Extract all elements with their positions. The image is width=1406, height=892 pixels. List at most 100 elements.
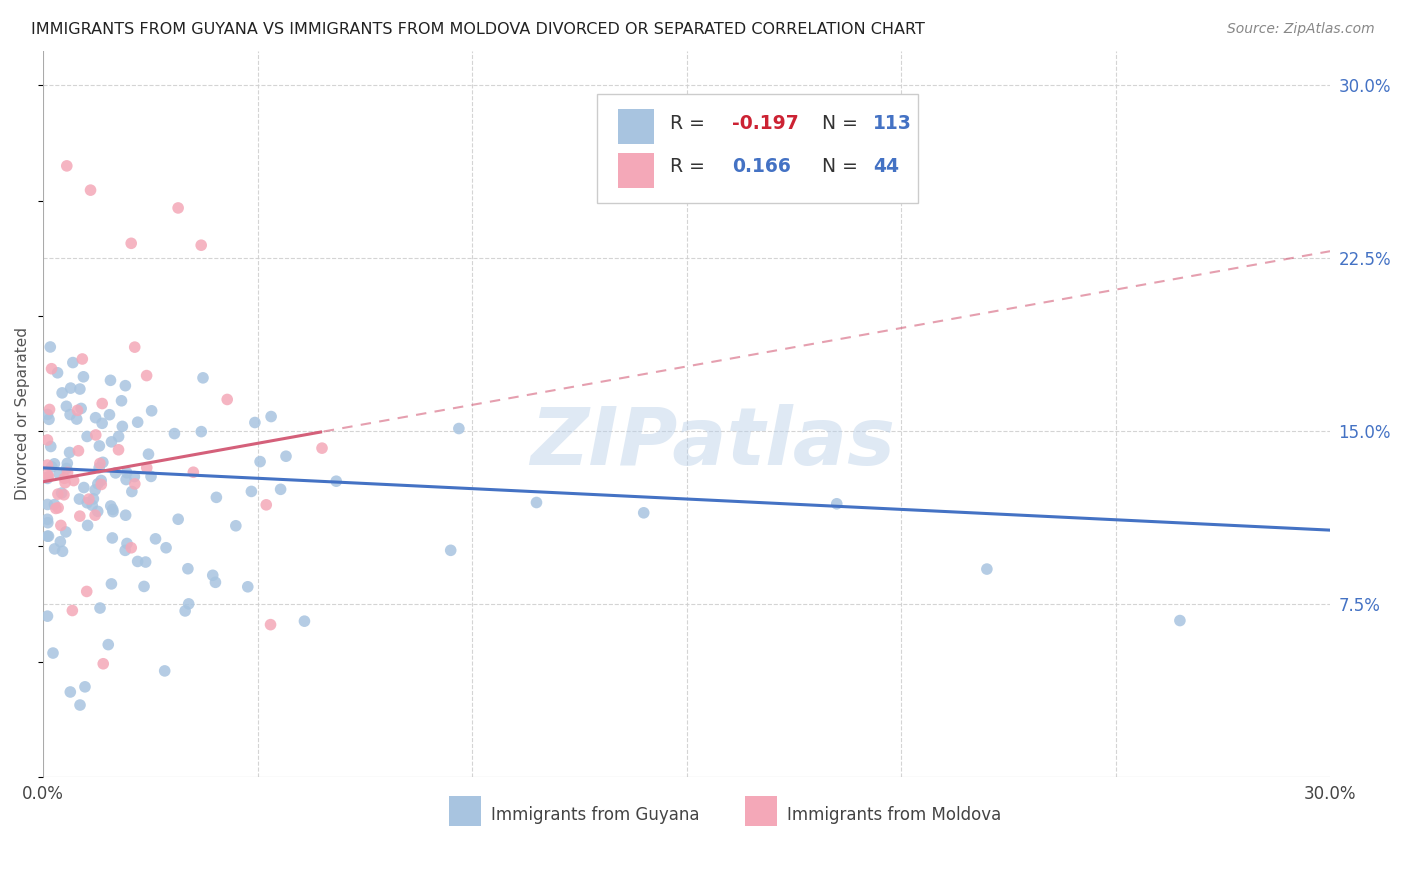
Point <box>45 501 67 516</box>
Point <box>46 366 69 380</box>
Point <box>86 504 108 518</box>
Point <box>127 554 149 568</box>
Point <box>100 373 122 387</box>
Point <box>76 429 98 443</box>
Point <box>204 575 226 590</box>
Point <box>72 369 94 384</box>
Point <box>82 491 104 506</box>
Point <box>114 508 136 523</box>
Point <box>201 568 224 582</box>
Point <box>46 500 69 515</box>
Point <box>110 393 132 408</box>
Point <box>138 447 160 461</box>
Text: Source: ZipAtlas.com: Source: ZipAtlas.com <box>1227 22 1375 37</box>
Point <box>183 465 205 479</box>
Point <box>38 412 60 426</box>
Point <box>294 614 316 628</box>
Point <box>51 544 73 558</box>
Point <box>76 584 98 599</box>
Point <box>66 403 89 417</box>
Point <box>73 481 96 495</box>
Point <box>37 408 59 422</box>
Point <box>44 457 66 471</box>
Point <box>53 471 76 485</box>
Point <box>44 498 66 512</box>
Point <box>59 408 82 422</box>
Point <box>325 474 347 488</box>
Point <box>48 467 70 481</box>
Point <box>100 577 122 591</box>
Point <box>77 492 100 507</box>
Point <box>59 381 82 395</box>
Point <box>101 531 124 545</box>
Point <box>190 425 212 439</box>
Point <box>97 638 120 652</box>
Point <box>37 516 59 530</box>
Point <box>120 236 142 251</box>
Point <box>98 408 121 422</box>
Point <box>56 466 79 480</box>
Point <box>270 483 292 497</box>
Point <box>70 401 93 416</box>
Point <box>37 498 59 512</box>
Point <box>124 340 146 354</box>
Text: Immigrants from Guyana: Immigrants from Guyana <box>491 805 700 823</box>
Point <box>225 518 247 533</box>
Point <box>84 428 107 442</box>
Point <box>167 512 190 526</box>
Point <box>91 417 114 431</box>
Point <box>90 474 112 488</box>
Point <box>62 355 84 369</box>
Point <box>89 460 111 475</box>
Point <box>44 541 66 556</box>
Point <box>976 562 998 576</box>
Point <box>115 466 138 480</box>
Point <box>217 392 239 407</box>
Point <box>55 399 77 413</box>
Point <box>249 455 271 469</box>
Point <box>440 543 463 558</box>
Point <box>121 484 143 499</box>
Point <box>100 499 122 513</box>
Point <box>135 460 157 475</box>
Point <box>76 496 98 510</box>
Point <box>67 443 90 458</box>
Point <box>139 469 162 483</box>
Point <box>243 416 266 430</box>
Point <box>49 518 72 533</box>
Point <box>46 487 69 501</box>
Text: Immigrants from Moldova: Immigrants from Moldova <box>787 805 1001 823</box>
Point <box>41 361 63 376</box>
Point <box>69 382 91 396</box>
Point <box>87 476 110 491</box>
Point <box>114 378 136 392</box>
Point <box>191 371 214 385</box>
Point <box>107 442 129 457</box>
Point <box>37 512 59 526</box>
Point <box>84 483 107 497</box>
Point <box>39 440 62 454</box>
Point <box>205 491 228 505</box>
Point <box>825 497 848 511</box>
Point <box>56 456 79 470</box>
Text: 0.166: 0.166 <box>731 157 790 177</box>
Point <box>124 469 146 483</box>
Point <box>124 477 146 491</box>
Point <box>58 445 80 459</box>
Point <box>177 562 200 576</box>
Point <box>254 498 277 512</box>
Point <box>73 680 96 694</box>
Point <box>633 506 655 520</box>
Point <box>69 698 91 712</box>
Point <box>60 603 83 617</box>
Point <box>236 580 259 594</box>
Bar <box>449 796 481 826</box>
Text: ZIPatlas: ZIPatlas <box>530 404 894 482</box>
Point <box>260 409 283 424</box>
Point <box>55 461 77 475</box>
Text: R =: R = <box>669 157 717 177</box>
Point <box>101 505 124 519</box>
Point <box>55 524 77 539</box>
Point <box>38 402 60 417</box>
Point <box>190 238 212 252</box>
